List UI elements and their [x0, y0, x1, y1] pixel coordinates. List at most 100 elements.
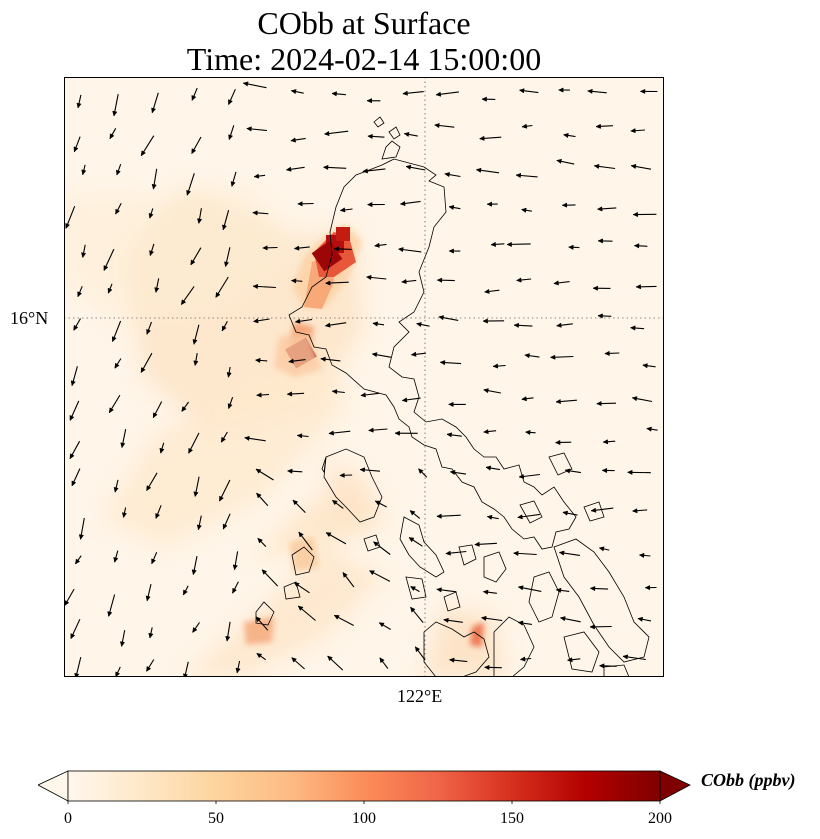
- wind-vector-head: [81, 252, 87, 259]
- colorbar-max-extension: [659, 770, 691, 802]
- wind-vector-head: [521, 396, 527, 402]
- wind-vector-head: [191, 95, 197, 101]
- wind-vector-head: [553, 280, 559, 286]
- wind-vector-head: [140, 150, 146, 157]
- map-title: CObb at Surface: [257, 5, 471, 41]
- smoke-plume-layer: [64, 187, 504, 677]
- wind-vector-head: [324, 322, 331, 328]
- wind-vector-head: [290, 278, 297, 284]
- wind-vector-head: [592, 285, 598, 291]
- wind-vector-head: [403, 131, 410, 138]
- wind-vector-head: [256, 392, 262, 398]
- wind-vector-head: [191, 569, 197, 576]
- wind-vector-head: [151, 558, 156, 565]
- colorbar-label: CObb (ppbv): [701, 770, 796, 790]
- wind-vector-head: [568, 244, 574, 250]
- wind-vector-head: [244, 435, 250, 441]
- wind-vector-head: [632, 211, 638, 218]
- wind-vector-head: [506, 241, 512, 247]
- wind-vector-head: [328, 430, 334, 436]
- wind-vector-head: [524, 429, 531, 436]
- wind-vector-head: [435, 91, 442, 97]
- wind-vector-head: [180, 299, 187, 306]
- wind-vector-head: [75, 558, 81, 565]
- wind-vector-head: [445, 550, 451, 556]
- wind-vector-head: [73, 324, 79, 331]
- wind-vector-head: [146, 328, 151, 335]
- wind-vector-head: [103, 265, 109, 272]
- latitude-tick-label: 16°N: [10, 308, 49, 328]
- wind-vector-head: [190, 259, 196, 266]
- wind-vector-head: [76, 102, 82, 109]
- wind-vector-head: [366, 98, 372, 104]
- wind-vector-head: [448, 248, 454, 254]
- wind-vector-head: [339, 472, 345, 478]
- wind-vector-head: [549, 354, 556, 360]
- wind-vector-head: [77, 291, 83, 298]
- wind-vector-head: [107, 287, 113, 294]
- wind-vector-head: [146, 665, 152, 672]
- wind-vector-head: [286, 391, 293, 397]
- wind-vector-head: [521, 123, 528, 129]
- wind-vector-head: [373, 541, 379, 547]
- wind-vector-head: [587, 88, 593, 94]
- wind-vector-head: [112, 110, 118, 117]
- wind-vector-head: [331, 389, 338, 395]
- wind-vector-head: [359, 467, 366, 473]
- wind-vector-head: [410, 351, 417, 357]
- map-border: [64, 77, 664, 677]
- wind-vector-head: [226, 372, 232, 378]
- wind-vector-head: [121, 512, 127, 519]
- wind-vector-head: [228, 134, 234, 141]
- wind-vector-head: [183, 589, 188, 596]
- wind-vector-head: [151, 107, 157, 114]
- wind-vector-head: [155, 513, 161, 519]
- wind-vector-head: [596, 400, 602, 407]
- wind-vector-head: [293, 245, 300, 251]
- wind-vector-head: [342, 572, 348, 578]
- wind-vector-head: [374, 242, 380, 248]
- wind-vector-head: [483, 388, 489, 394]
- wind-vector-head: [327, 655, 333, 662]
- wind-vector-head: [222, 523, 228, 530]
- wind-vector-head: [590, 507, 597, 513]
- wind-vector-head: [109, 133, 115, 140]
- wind-vector-head: [224, 261, 230, 268]
- wind-vector-head: [333, 615, 340, 620]
- wind-vector-head: [482, 318, 488, 324]
- wind-vector-head: [448, 204, 455, 211]
- wind-vector-head: [221, 224, 227, 231]
- wind-vector-head: [492, 363, 499, 369]
- wind-vector-head: [482, 589, 489, 595]
- wind-vector-head: [401, 278, 407, 285]
- wind-vector-head: [563, 132, 569, 139]
- wind-vector-head: [252, 210, 258, 216]
- wind-vector-head: [518, 88, 525, 94]
- map-panel: [64, 77, 664, 677]
- wind-vector-head: [255, 468, 262, 474]
- wind-vector-head: [517, 514, 523, 520]
- wind-vector-head: [593, 163, 600, 170]
- wind-vector-head: [70, 633, 76, 640]
- wind-vector-head: [639, 88, 646, 94]
- wind-vector-head: [193, 360, 199, 367]
- wind-vector-head: [416, 322, 422, 328]
- wind-vector-head: [362, 168, 368, 174]
- wind-vector-head: [193, 491, 199, 498]
- wind-vector-head: [589, 624, 595, 630]
- wind-vector-head: [401, 397, 408, 403]
- wind-vector-head: [367, 202, 373, 208]
- wind-vector-head: [418, 468, 424, 475]
- wind-vector-head: [256, 492, 262, 499]
- wind-vector-head: [246, 126, 252, 132]
- wind-vector-head: [630, 128, 636, 134]
- wind-vector-head: [481, 96, 487, 102]
- wind-vector-head: [252, 283, 258, 290]
- colorbar-body: [67, 770, 661, 802]
- wind-vector-head: [371, 352, 378, 358]
- wind-vector-head: [70, 380, 76, 387]
- longitude-tick-label: 122°E: [397, 686, 443, 706]
- wind-vector-head: [602, 439, 609, 445]
- wind-vector-head: [148, 632, 154, 639]
- wind-vector-head: [627, 469, 633, 475]
